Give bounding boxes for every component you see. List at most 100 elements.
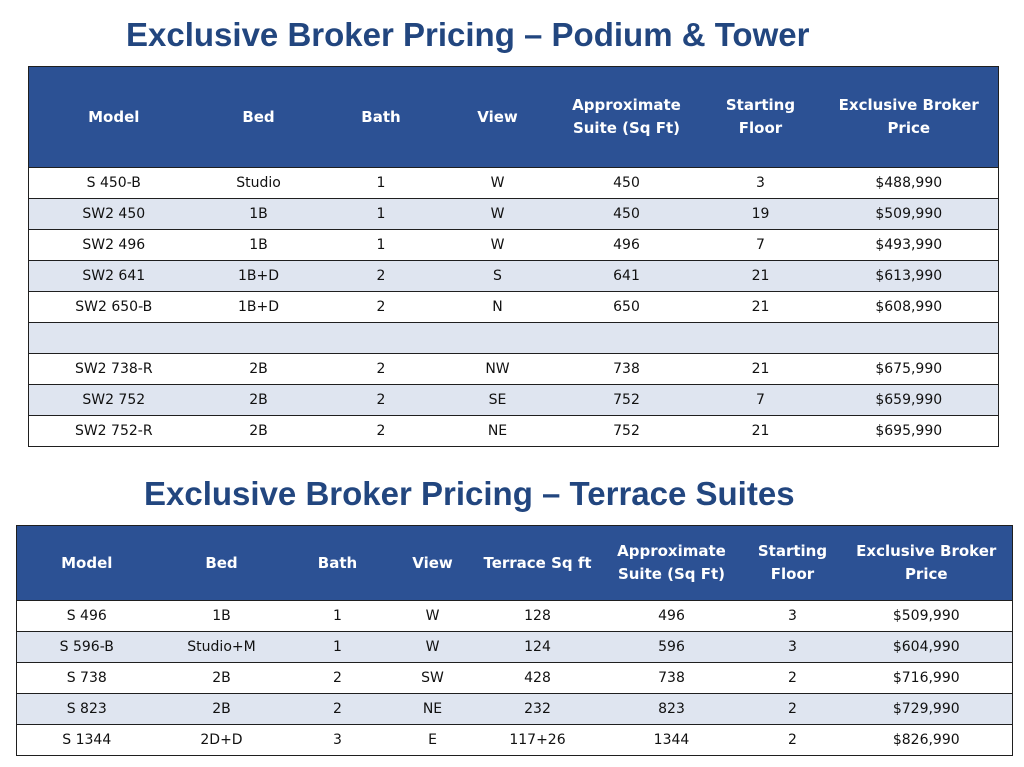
column-header-approximate-suite-sq-ft: Approximate Suite (Sq Ft) xyxy=(551,66,702,168)
cell-bed xyxy=(198,322,319,354)
cell-model: SW2 738-R xyxy=(28,353,199,385)
cell-approximate-suite-sq-ft: 752 xyxy=(551,384,702,416)
cell-starting-floor: 19 xyxy=(701,198,820,230)
cell-starting-floor xyxy=(701,322,820,354)
column-header-bath: Bath xyxy=(318,66,444,168)
cell-terrace-sq-ft: 124 xyxy=(476,631,599,663)
table-row: SW2 752-R 2B 2 NE 752 21 $695,990 xyxy=(28,415,999,447)
cell-model: S 450-B xyxy=(28,167,199,199)
table-row: SW2 650-B 1B+D 2 N 650 21 $608,990 xyxy=(28,291,999,323)
table-row: SW2 641 1B+D 2 S 641 21 $613,990 xyxy=(28,260,999,292)
column-header-view: View xyxy=(388,525,477,601)
cell-exclusive-broker-price: $729,990 xyxy=(840,693,1013,725)
cell-model: SW2 641 xyxy=(28,260,199,292)
table-row: SW2 752 2B 2 SE 752 7 $659,990 xyxy=(28,384,999,416)
cell-bed: Studio xyxy=(198,167,319,199)
column-header-exclusive-broker-price: Exclusive Broker Price xyxy=(819,66,999,168)
cell-terrace-sq-ft: 117+26 xyxy=(476,724,599,756)
cell-starting-floor: 21 xyxy=(701,353,820,385)
cell-approximate-suite-sq-ft: 752 xyxy=(551,415,702,447)
table-row: SW2 496 1B 1 W 496 7 $493,990 xyxy=(28,229,999,261)
cell-starting-floor: 2 xyxy=(744,662,841,694)
cell-bath: 2 xyxy=(318,260,444,292)
table-row: S 1344 2D+D 3 E 117+26 1344 2 $826,990 xyxy=(16,724,1013,756)
cell-approximate-suite-sq-ft: 450 xyxy=(551,198,702,230)
cell-exclusive-broker-price: $509,990 xyxy=(819,198,999,230)
cell-bed: 2B xyxy=(198,353,319,385)
table-row: SW2 738-R 2B 2 NW 738 21 $675,990 xyxy=(28,353,999,385)
cell-bed: 2B xyxy=(198,384,319,416)
cell-terrace-sq-ft: 428 xyxy=(476,662,599,694)
podium-tower-title: Exclusive Broker Pricing – Podium & Towe… xyxy=(126,16,810,53)
cell-bath: 1 xyxy=(318,167,444,199)
cell-exclusive-broker-price: $509,990 xyxy=(840,600,1013,632)
cell-view: NW xyxy=(443,353,552,385)
cell-exclusive-broker-price: $604,990 xyxy=(840,631,1013,663)
cell-approximate-suite-sq-ft xyxy=(551,322,702,354)
cell-approximate-suite-sq-ft: 738 xyxy=(598,662,745,694)
cell-bed: 1B xyxy=(198,229,319,261)
cell-starting-floor: 2 xyxy=(744,724,841,756)
cell-approximate-suite-sq-ft: 496 xyxy=(551,229,702,261)
cell-approximate-suite-sq-ft: 496 xyxy=(598,600,745,632)
cell-model: SW2 752-R xyxy=(28,415,199,447)
cell-view: E xyxy=(388,724,477,756)
cell-exclusive-broker-price: $695,990 xyxy=(819,415,999,447)
cell-bath: 2 xyxy=(286,662,389,694)
table-row: SW2 450 1B 1 W 450 19 $509,990 xyxy=(28,198,999,230)
podium-tower-pricing-table: Model Bed Bath View Approximate Suite (Sq Ft… xyxy=(28,66,999,447)
terrace-suites-title: Exclusive Broker Pricing – Terrace Suite… xyxy=(144,475,795,512)
cell-exclusive-broker-price: $608,990 xyxy=(819,291,999,323)
cell-starting-floor: 21 xyxy=(701,260,820,292)
cell-bed: 1B+D xyxy=(198,260,319,292)
cell-model: S 496 xyxy=(16,600,157,632)
cell-terrace-sq-ft: 232 xyxy=(476,693,599,725)
cell-bath: 2 xyxy=(286,693,389,725)
cell-approximate-suite-sq-ft: 641 xyxy=(551,260,702,292)
cell-model: SW2 496 xyxy=(28,229,199,261)
column-header-terrace-sq-ft: Terrace Sq ft xyxy=(476,525,599,601)
cell-bath: 1 xyxy=(286,631,389,663)
cell-approximate-suite-sq-ft: 596 xyxy=(598,631,745,663)
cell-bath: 2 xyxy=(318,291,444,323)
cell-model: S 1344 xyxy=(16,724,157,756)
cell-bath: 2 xyxy=(318,353,444,385)
cell-bed: 1B xyxy=(156,600,287,632)
cell-model: SW2 752 xyxy=(28,384,199,416)
cell-starting-floor: 7 xyxy=(701,229,820,261)
table-row: S 823 2B 2 NE 232 823 2 $729,990 xyxy=(16,693,1013,725)
cell-view: W xyxy=(388,600,477,632)
cell-approximate-suite-sq-ft: 1344 xyxy=(598,724,745,756)
cell-starting-floor: 21 xyxy=(701,415,820,447)
cell-terrace-sq-ft: 128 xyxy=(476,600,599,632)
cell-bath: 1 xyxy=(286,600,389,632)
cell-starting-floor: 7 xyxy=(701,384,820,416)
cell-starting-floor: 3 xyxy=(744,600,841,632)
cell-model: S 823 xyxy=(16,693,157,725)
cell-view: NE xyxy=(443,415,552,447)
cell-view: NE xyxy=(388,693,477,725)
cell-exclusive-broker-price: $826,990 xyxy=(840,724,1013,756)
table-row: S 450-B Studio 1 W 450 3 $488,990 xyxy=(28,167,999,199)
cell-bed: 2D+D xyxy=(156,724,287,756)
cell-bath: 2 xyxy=(318,415,444,447)
cell-approximate-suite-sq-ft: 823 xyxy=(598,693,745,725)
terrace-table-body: S 496 1B 1 W 128 496 3 $509,990 S 596-B Studio+M 1… xyxy=(16,600,1013,756)
cell-starting-floor: 3 xyxy=(701,167,820,199)
cell-model: SW2 450 xyxy=(28,198,199,230)
column-header-bed: Bed xyxy=(198,66,319,168)
cell-model: S 738 xyxy=(16,662,157,694)
cell-bed: 1B xyxy=(198,198,319,230)
cell-exclusive-broker-price: $659,990 xyxy=(819,384,999,416)
cell-bed: 2B xyxy=(156,693,287,725)
cell-view: W xyxy=(443,229,552,261)
column-header-bed: Bed xyxy=(156,525,287,601)
cell-exclusive-broker-price: $493,990 xyxy=(819,229,999,261)
cell-view xyxy=(443,322,552,354)
cell-bath: 1 xyxy=(318,229,444,261)
cell-starting-floor: 21 xyxy=(701,291,820,323)
cell-starting-floor: 3 xyxy=(744,631,841,663)
cell-view: N xyxy=(443,291,552,323)
cell-model: S 596-B xyxy=(16,631,157,663)
table-row: S 596-B Studio+M 1 W 124 596 3 $604,990 xyxy=(16,631,1013,663)
